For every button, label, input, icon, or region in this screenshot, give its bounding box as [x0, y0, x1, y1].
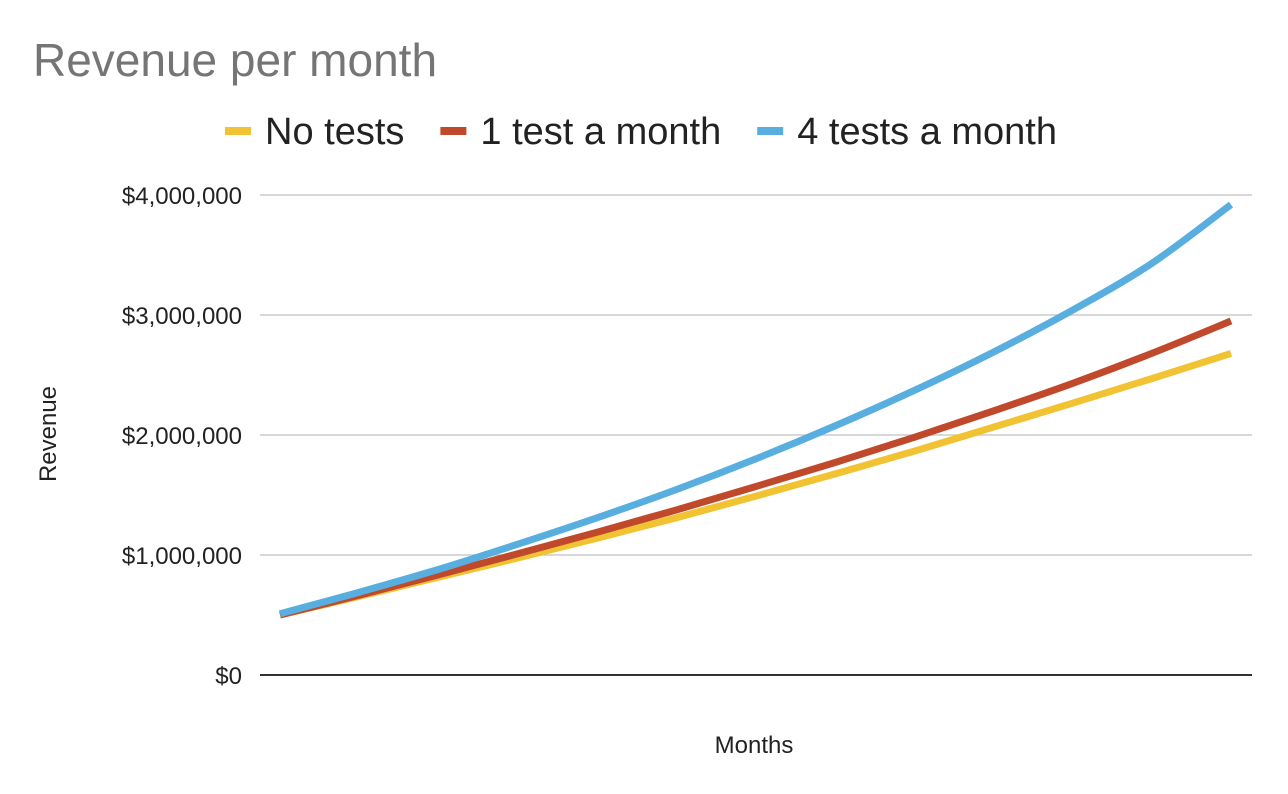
- y-tick-label: $2,000,000: [122, 423, 242, 450]
- x-axis-title: Months: [715, 732, 794, 759]
- legend-item-4-tests-a-month: 4 tests a month: [757, 111, 1057, 153]
- y-tick-label: $1,000,000: [122, 543, 242, 570]
- legend-label: No tests: [265, 111, 404, 153]
- y-tick-label: $0: [215, 663, 242, 690]
- y-axis-tick-labels: $0 $1,000,000 $2,000,000 $3,000,000 $4,000,0…: [122, 183, 242, 690]
- y-tick-label: $4,000,000: [122, 183, 242, 210]
- legend: No tests 1 test a month 4 tests a month: [225, 111, 1057, 153]
- legend-item-no-tests: No tests: [225, 111, 404, 153]
- legend-swatch: [225, 127, 251, 135]
- legend-swatch: [757, 127, 784, 135]
- legend-swatch: [440, 127, 467, 135]
- y-axis-title: Revenue: [35, 386, 62, 482]
- legend-label: 4 tests a month: [797, 111, 1057, 153]
- gridlines: [260, 194, 1252, 676]
- series-line-1-test-a-month: [279, 317, 1233, 619]
- legend-label: 1 test a month: [480, 111, 721, 153]
- legend-item-1-test-a-month: 1 test a month: [440, 111, 721, 153]
- y-tick-label: $3,000,000: [122, 303, 242, 330]
- series-line-4-tests-a-month: [279, 201, 1234, 618]
- chart-title: Revenue per month: [33, 34, 437, 86]
- series-lines: [279, 201, 1234, 619]
